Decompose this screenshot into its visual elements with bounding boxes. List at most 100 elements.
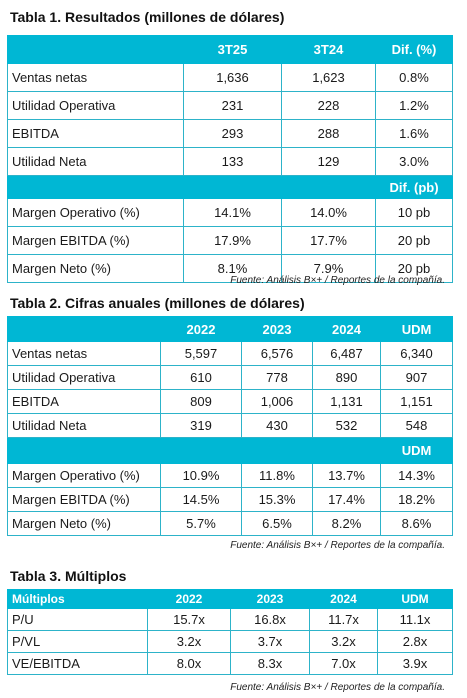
row-label: Utilidad Neta (7, 413, 161, 438)
table1: 3T25 3T24 Dif. (%) Ventas netas 1,636 1,… (7, 35, 453, 283)
row-label: Margen EBITDA (%) (7, 487, 161, 512)
table-row: Utilidad Operativa 231 228 1.2% (7, 91, 453, 120)
table-cell: 1.2% (375, 91, 453, 120)
table-row: EBITDA 809 1,006 1,131 1,151 (7, 389, 453, 414)
table-cell: 5.7% (160, 511, 242, 536)
table-cell: 129 (281, 147, 376, 176)
table-cell: 3.0% (375, 147, 453, 176)
table1-header-cell: Dif. (%) (375, 35, 453, 64)
table-row: Margen EBITDA (%) 17.9% 17.7% 20 pb (7, 226, 453, 255)
table-cell: 20 pb (375, 226, 453, 255)
table3-header-cell: 2024 (309, 589, 378, 609)
table-row: P/U 15.7x 16.8x 11.7x 11.1x (7, 608, 453, 631)
table-cell: 0.8% (375, 63, 453, 92)
table-cell: 1,151 (380, 389, 453, 414)
table-cell: 1,131 (312, 389, 381, 414)
table-cell: 907 (380, 365, 453, 390)
table-cell: 3.2x (147, 630, 231, 653)
table-cell: 1,623 (281, 63, 376, 92)
table-cell: 10.9% (160, 463, 242, 488)
table-row: VE/EBITDA 8.0x 8.3x 7.0x 3.9x (7, 652, 453, 675)
table-cell: 15.7x (147, 608, 231, 631)
table1-subheader-cell (281, 175, 376, 199)
table-row: Ventas netas 5,597 6,576 6,487 6,340 (7, 341, 453, 366)
table2-header-cell (7, 316, 161, 342)
table1-subheader-row: Dif. (pb) (7, 175, 453, 199)
table3-header-cell: 2022 (147, 589, 231, 609)
table2-header-cell: 2024 (312, 316, 381, 342)
table-cell: 890 (312, 365, 381, 390)
table-cell: 2.8x (377, 630, 453, 653)
table-cell: 8.2% (312, 511, 381, 536)
table2-subheader-row: UDM (7, 437, 453, 464)
table-cell: 8.3x (230, 652, 310, 675)
table-cell: 231 (183, 91, 282, 120)
table-cell: 319 (160, 413, 242, 438)
table3-header-cell: UDM (377, 589, 453, 609)
table3-header-cell: 2023 (230, 589, 310, 609)
table-cell: 14.5% (160, 487, 242, 512)
table3-title: Tabla 3. Múltiplos (10, 568, 127, 584)
table-cell: 15.3% (241, 487, 313, 512)
table3: Múltiplos 2022 2023 2024 UDM P/U 15.7x 1… (7, 589, 453, 675)
table1-subheader-cell: Dif. (pb) (375, 175, 453, 199)
table3-header-cell: Múltiplos (7, 589, 148, 609)
row-label: Utilidad Neta (7, 147, 184, 176)
table-cell: 10 pb (375, 198, 453, 227)
table2: 2022 2023 2024 UDM Ventas netas 5,597 6,… (7, 316, 453, 536)
table-row: Margen EBITDA (%) 14.5% 15.3% 17.4% 18.2… (7, 487, 453, 512)
table2-header-cell: 2022 (160, 316, 242, 342)
table-cell: 8.0x (147, 652, 231, 675)
table1-header-row: 3T25 3T24 Dif. (%) (7, 35, 453, 64)
table1-title: Tabla 1. Resultados (millones de dólares… (10, 9, 285, 25)
table-cell: 8.1% (183, 254, 282, 283)
table-cell: 11.7x (309, 608, 378, 631)
table-row: Ventas netas 1,636 1,623 0.8% (7, 63, 453, 92)
table2-header-cell: UDM (380, 316, 453, 342)
table2-subheader-cell (160, 437, 242, 464)
table-cell: 13.7% (312, 463, 381, 488)
table-cell: 7.0x (309, 652, 378, 675)
table-cell: 228 (281, 91, 376, 120)
table3-header-row: Múltiplos 2022 2023 2024 UDM (7, 589, 453, 609)
table-cell: 1,006 (241, 389, 313, 414)
table2-subheader-cell (241, 437, 313, 464)
row-label: Ventas netas (7, 63, 184, 92)
table-cell: 17.7% (281, 226, 376, 255)
table-cell: 288 (281, 119, 376, 148)
table2-header-cell: 2023 (241, 316, 313, 342)
table-cell: 6,340 (380, 341, 453, 366)
table1-subheader-cell (7, 175, 184, 199)
table-row: EBITDA 293 288 1.6% (7, 119, 453, 148)
table-cell: 133 (183, 147, 282, 176)
row-label: EBITDA (7, 389, 161, 414)
table-cell: 17.9% (183, 226, 282, 255)
table-row: Utilidad Neta 319 430 532 548 (7, 413, 453, 438)
row-label: Utilidad Operativa (7, 91, 184, 120)
table-cell: 809 (160, 389, 242, 414)
table-row: P/VL 3.2x 3.7x 3.2x 2.8x (7, 630, 453, 653)
table-cell: 778 (241, 365, 313, 390)
table-cell: 16.8x (230, 608, 310, 631)
table-cell: 293 (183, 119, 282, 148)
table-cell: 430 (241, 413, 313, 438)
table-cell: 8.6% (380, 511, 453, 536)
table1-source: Fuente: Análisis B×+ / Reportes de la co… (230, 275, 445, 286)
table-cell: 3.7x (230, 630, 310, 653)
row-label: P/VL (7, 630, 148, 653)
row-label: Utilidad Operativa (7, 365, 161, 390)
table-cell: 6.5% (241, 511, 313, 536)
row-label: P/U (7, 608, 148, 631)
row-label: Margen Operativo (%) (7, 463, 161, 488)
table2-subheader-cell (312, 437, 381, 464)
row-label: Margen Operativo (%) (7, 198, 184, 227)
table-cell: 1,636 (183, 63, 282, 92)
row-label: VE/EBITDA (7, 652, 148, 675)
table-cell: 548 (380, 413, 453, 438)
table-row: Margen Neto (%) 5.7% 6.5% 8.2% 8.6% (7, 511, 453, 536)
table2-subheader-cell: UDM (380, 437, 453, 464)
table2-source: Fuente: Análisis B×+ / Reportes de la co… (230, 540, 445, 551)
table-cell: 610 (160, 365, 242, 390)
table-cell: 532 (312, 413, 381, 438)
table1-header-cell: 3T25 (183, 35, 282, 64)
